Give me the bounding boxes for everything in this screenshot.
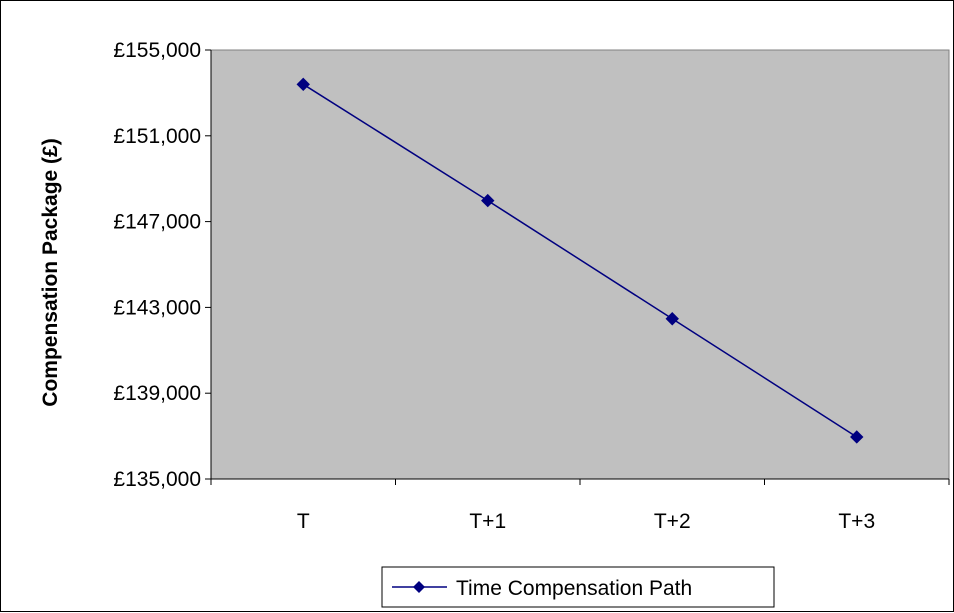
y-tick-label: £147,000	[113, 211, 201, 234]
legend: Time Compensation Path	[381, 566, 775, 608]
y-tick-label: £135,000	[113, 468, 201, 491]
legend-diamond-marker	[413, 581, 425, 593]
series-group	[296, 77, 864, 444]
y-tick-label: £139,000	[113, 382, 201, 405]
data-point-marker	[481, 193, 495, 208]
legend-label: Time Compensation Path	[456, 577, 692, 600]
x-tick-label: T	[297, 510, 310, 533]
x-axis-ticks: T T+1 T+2 T+3	[210, 479, 950, 533]
y-tick-label: £155,000	[113, 39, 201, 62]
data-point-marker	[850, 430, 864, 444]
data-point-marker	[296, 77, 310, 92]
y-tick-label: £143,000	[113, 296, 201, 319]
legend-box	[381, 566, 775, 608]
plot-area	[210, 49, 950, 480]
data-point-marker	[665, 312, 679, 326]
x-tick-label: T+2	[654, 510, 691, 533]
y-tick-label: £151,000	[113, 125, 201, 148]
y-axis-ticks: £135,000 £139,000 £143,000 £147,000 £151,000…	[113, 39, 211, 491]
x-tick-label: T+1	[469, 510, 506, 533]
x-tick-label: T+3	[838, 510, 875, 533]
series-line	[302, 83, 858, 438]
y-axis-title: Compensation Package (£)	[39, 138, 62, 406]
